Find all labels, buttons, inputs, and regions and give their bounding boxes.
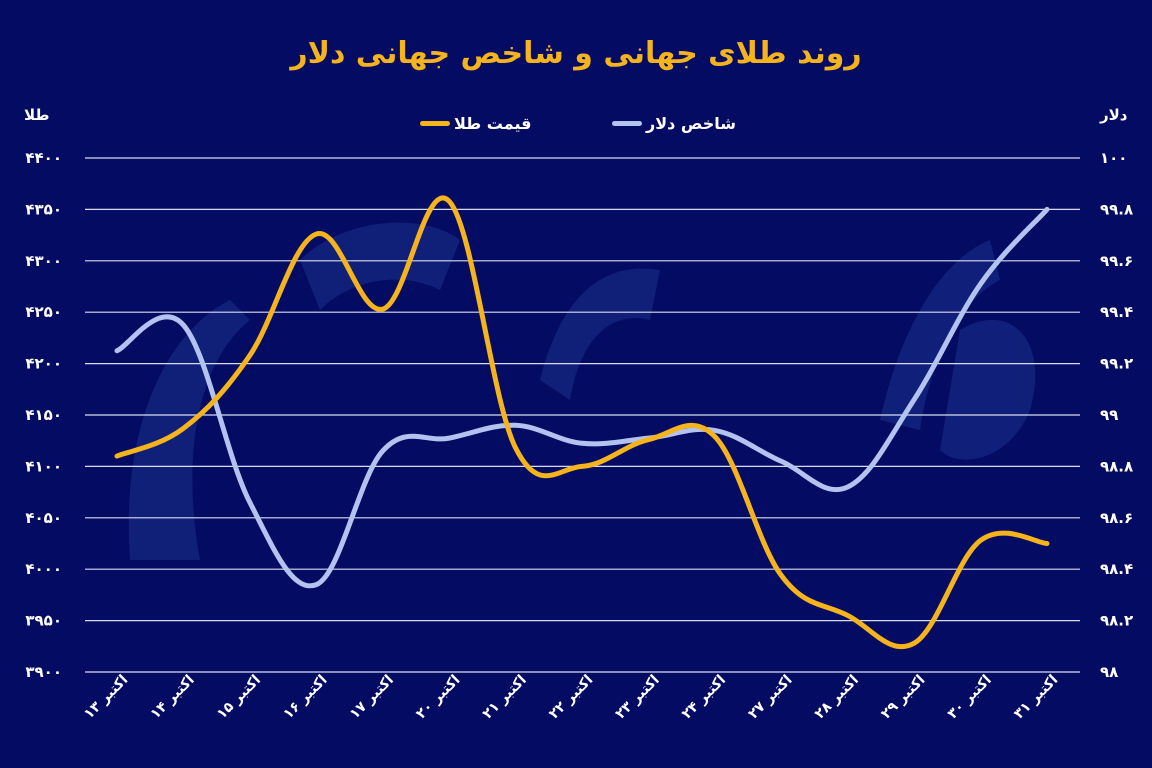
right-y-axis: ۱۰۰ ۹۹.۸ ۹۹.۶ ۹۹.۴ ۹۹.۲ ۹۹ ۹۸.۸ ۹۸.۶ ۹۸.۴ ۹۸.۲ ۹۸ xyxy=(1100,149,1133,681)
dollar-index-line xyxy=(114,206,1050,589)
left-y-tick: ۴۱۵۰ xyxy=(25,406,62,424)
x-tick: ۲۹ اکتبر xyxy=(878,672,928,722)
x-tick: ۳۱ اکتبر xyxy=(1011,672,1061,722)
right-y-tick: ۹۹.۸ xyxy=(1100,200,1133,218)
legend-swatch-gold xyxy=(420,121,450,126)
x-tick: ۲۳ اکتبر xyxy=(612,672,662,722)
x-tick: ۲۷ اکتبر xyxy=(745,672,795,722)
right-y-tick: ۱۰۰ xyxy=(1100,149,1127,167)
legend-label-dollar: شاخص دلار xyxy=(646,114,737,133)
x-tick: ۱۳ اکتبر xyxy=(81,672,131,722)
left-y-axis: ۴۴۰۰ ۴۳۵۰ ۴۳۰۰ ۴۲۵۰ ۴۲۰۰ ۴۱۵۰ ۴۱۰۰ ۴۰۵۰ ۴۰۰۰ ۳۹۵۰… xyxy=(25,149,62,681)
right-y-tick: ۹۹.۶ xyxy=(1100,252,1133,270)
left-y-tick: ۴۲۰۰ xyxy=(25,355,62,373)
chart-title: روند طلای جهانی و شاخص جهانی دلار xyxy=(290,36,862,71)
right-y-tick: ۹۸.۶ xyxy=(1100,509,1133,527)
grid-lines xyxy=(85,157,1080,673)
x-tick: ۲۱ اکتبر xyxy=(480,672,530,722)
right-y-tick: ۹۹.۲ xyxy=(1100,355,1133,373)
x-tick: ۱۶ اکتبر xyxy=(280,672,330,722)
right-y-tick: ۹۸.۴ xyxy=(1100,560,1133,578)
left-y-tick: ۳۹۵۰ xyxy=(25,612,62,630)
left-axis-title: طلا xyxy=(24,106,50,124)
right-y-tick: ۹۸.۲ xyxy=(1100,612,1133,630)
x-tick: ۲۲ اکتبر xyxy=(546,672,596,722)
left-y-tick: ۴۳۰۰ xyxy=(25,252,62,270)
x-tick: ۲۸ اکتبر xyxy=(812,672,862,722)
left-y-tick: ۴۳۵۰ xyxy=(25,200,62,218)
x-tick: ۲۴ اکتبر xyxy=(679,672,729,722)
right-y-tick: ۹۹ xyxy=(1100,406,1118,424)
right-y-tick: ۹۹.۴ xyxy=(1100,303,1133,321)
legend-swatch-dollar xyxy=(612,121,642,126)
right-y-tick: ۹۸ xyxy=(1100,663,1118,681)
x-tick: ۳۰ اکتبر xyxy=(945,672,995,722)
legend-label-gold: قیمت طلا xyxy=(454,114,532,133)
left-y-tick: ۴۰۵۰ xyxy=(25,509,62,527)
legend-item-dollar: شاخص دلار xyxy=(612,114,736,133)
x-tick: ۱۴ اکتبر xyxy=(147,672,197,722)
right-axis-title: دلار xyxy=(1100,106,1128,124)
left-y-tick: ۴۱۰۰ xyxy=(25,457,62,475)
left-y-tick: ۴۰۰۰ xyxy=(25,560,62,578)
x-tick: ۱۷ اکتبر xyxy=(347,672,397,722)
gold-price-line xyxy=(114,195,1050,650)
legend-item-gold: قیمت طلا xyxy=(420,114,531,133)
watermark xyxy=(128,222,1036,560)
x-tick: ۲۰ اکتبر xyxy=(413,672,463,722)
x-axis: ۱۳ اکتبر ۱۴ اکتبر ۱۵ اکتبر ۱۶ اکتبر ۱۷ اکتبر… xyxy=(81,672,1061,722)
left-y-tick: ۴۴۰۰ xyxy=(25,149,62,167)
left-y-tick: ۴۲۵۰ xyxy=(25,303,62,321)
right-y-tick: ۹۸.۸ xyxy=(1100,457,1133,475)
x-tick: ۱۵ اکتبر xyxy=(214,672,264,722)
left-y-tick: ۳۹۰۰ xyxy=(25,663,62,681)
